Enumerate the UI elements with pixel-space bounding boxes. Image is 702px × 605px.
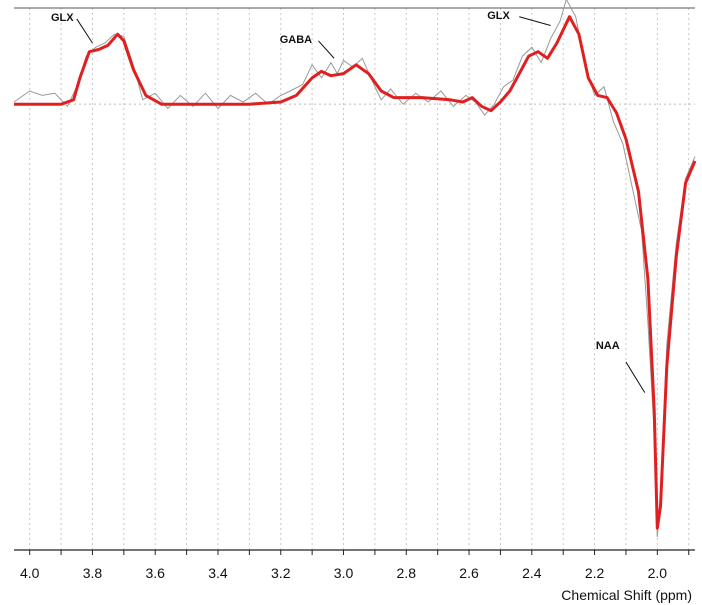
fitted-spectrum-line <box>14 15 697 530</box>
annotations: GLX GABA GLX NAA <box>51 10 646 393</box>
x-tick-label: 3.6 <box>145 565 165 581</box>
x-tick-label: 3.4 <box>208 565 228 581</box>
x-tick-label: 3.0 <box>334 565 354 581</box>
x-tick-label: 2.6 <box>459 565 479 581</box>
peak-label: GLX <box>487 10 510 22</box>
peak-label-leader <box>625 361 646 393</box>
x-tick-label: 2.2 <box>585 565 605 581</box>
x-tick-label: 2.4 <box>522 565 542 581</box>
peak-label: GABA <box>280 34 312 46</box>
x-axis-title: Chemical Shift (ppm) <box>561 587 692 603</box>
x-tick-label: 3.2 <box>271 565 291 581</box>
x-axis: 4.0 3.8 3.6 3.4 3.2 3.0 2.8 2.6 2.4 2.2 2.0 <box>14 7 695 581</box>
x-tick-label: 3.8 <box>83 565 103 581</box>
x-tick-label: 2.0 <box>648 565 668 581</box>
peak-label: NAA <box>596 340 620 352</box>
x-tick-label: 4.0 <box>20 565 40 581</box>
peak-label: GLX <box>51 12 74 24</box>
series-layer <box>13 0 697 537</box>
x-tick-label: 2.8 <box>397 565 417 581</box>
peak-label-leader <box>519 16 551 26</box>
raw-spectrum-line <box>13 0 696 537</box>
peak-label-leader <box>318 40 335 59</box>
peak-label-leader <box>76 18 93 44</box>
